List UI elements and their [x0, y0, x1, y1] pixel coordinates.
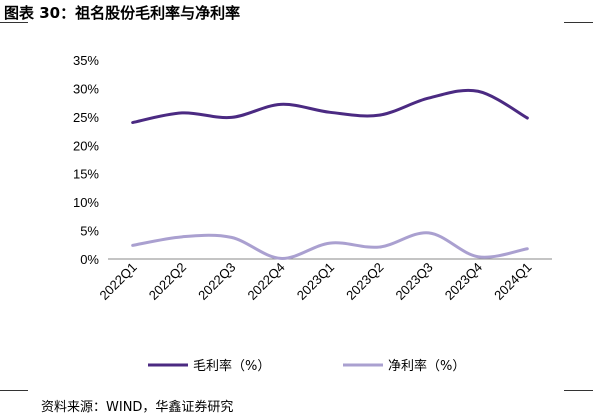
- legend: 毛利率（%） 净利率（%）: [148, 358, 465, 374]
- title-rule-right: [564, 22, 593, 23]
- figure-title: 图表 30：祖名股份毛利率与净利率: [4, 4, 241, 22]
- y-tick-label: 15%: [73, 167, 99, 182]
- x-axis: 2022Q1 2022Q2 2022Q3 2022Q4 2023Q1 2023Q2 2023…: [96, 258, 552, 303]
- x-tick-label: 2023Q4: [442, 260, 485, 303]
- y-tick-label: 5%: [80, 224, 99, 239]
- title-rule-left: [0, 22, 28, 23]
- y-tick-label: 10%: [73, 195, 99, 210]
- y-tick-label: 0%: [80, 252, 99, 267]
- y-tick-label: 35%: [73, 53, 99, 68]
- x-tick-label: 2022Q2: [146, 260, 189, 303]
- x-tick-label: 2023Q3: [392, 260, 435, 303]
- y-tick-label: 20%: [73, 138, 99, 153]
- source-note: 资料来源：WIND，华鑫证券研究: [41, 400, 234, 415]
- x-tick-label: 2023Q1: [294, 260, 337, 303]
- x-tick-label: 2024Q1: [491, 260, 534, 303]
- y-axis: 0% 5% 10% 15% 20% 25% 30% 35%: [73, 53, 99, 267]
- series-line: [131, 88, 529, 125]
- series-line: [131, 231, 529, 260]
- x-tick-label: 2022Q1: [96, 260, 139, 303]
- y-tick-label: 30%: [73, 81, 99, 96]
- x-tick-label: 2022Q3: [195, 260, 238, 303]
- y-tick-label: 25%: [73, 110, 99, 125]
- legend-label: 毛利率（%）: [193, 358, 270, 374]
- x-tick-label: 2022Q4: [244, 260, 287, 303]
- series-layer: [131, 88, 529, 260]
- legend-label: 净利率（%）: [388, 358, 465, 374]
- x-tick-label: 2023Q2: [343, 260, 386, 303]
- source-rule-left: [0, 390, 28, 391]
- source-rule-right: [564, 390, 593, 391]
